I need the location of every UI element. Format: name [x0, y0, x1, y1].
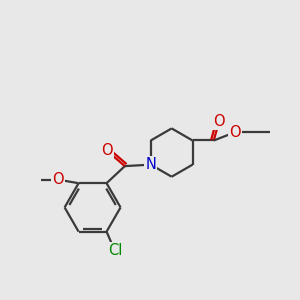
- Text: O: O: [101, 143, 113, 158]
- Text: O: O: [52, 172, 64, 187]
- Text: O: O: [229, 125, 241, 140]
- Text: Cl: Cl: [108, 243, 122, 258]
- Text: N: N: [145, 157, 156, 172]
- Text: O: O: [213, 114, 225, 129]
